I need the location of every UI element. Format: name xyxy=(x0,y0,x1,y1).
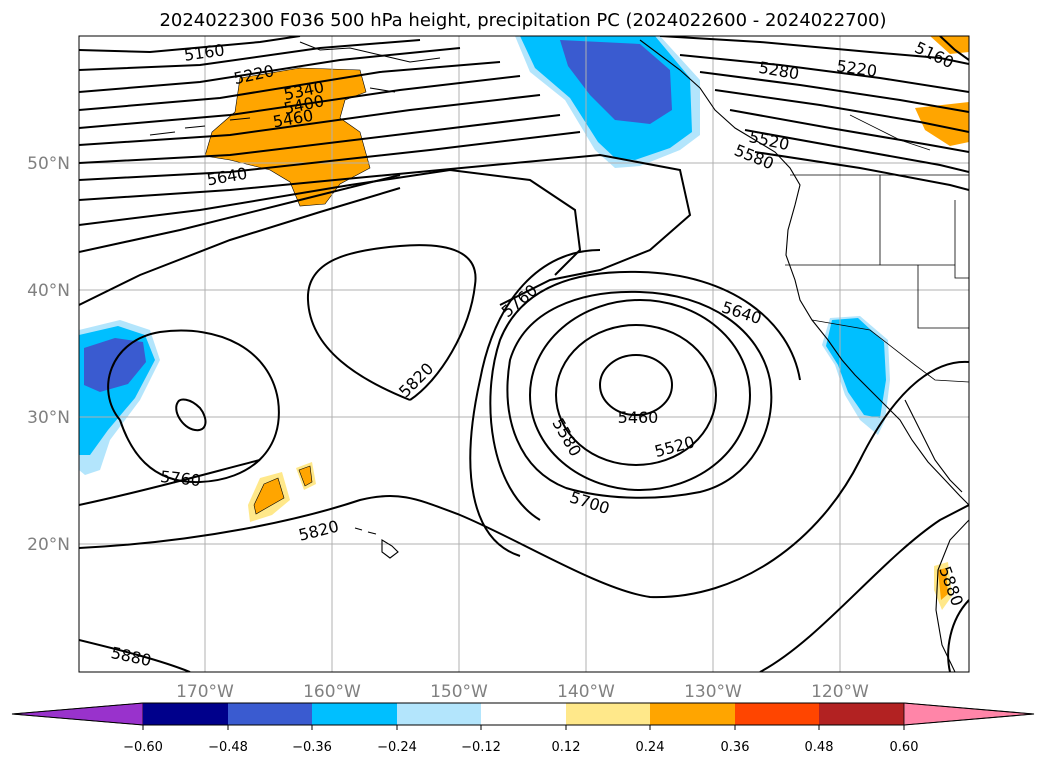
precip-orange-hawaii-2 xyxy=(298,465,313,487)
colorbar-segment xyxy=(228,703,312,725)
alaska-islands xyxy=(149,41,441,136)
colorbar-segment xyxy=(143,703,228,725)
lat-label: 20°N xyxy=(27,535,70,555)
precipitation-shading xyxy=(79,36,969,610)
colorbar-extend-right xyxy=(903,702,1035,726)
precip-darkblue-pnw xyxy=(560,40,672,124)
latitude-labels: 50°N 40°N 30°N 20°N xyxy=(27,154,70,555)
colorbar-segment xyxy=(312,703,397,725)
colorbar-tick-label: 0.48 xyxy=(805,740,834,755)
colorbar-extend-left xyxy=(11,702,144,726)
lon-label: 160°W xyxy=(303,682,361,702)
colorbar-tick-label: 0.12 xyxy=(552,740,581,755)
colorbar-ticks xyxy=(142,725,905,730)
colorbar-segment xyxy=(481,703,566,725)
colorbar-tick-label: −0.48 xyxy=(208,740,248,755)
colorbar-segment xyxy=(735,703,819,725)
colorbar: −0.60 −0.48 −0.36 −0.24 −0.12 0.12 0.24 … xyxy=(11,702,1035,755)
contour-label: 5460 xyxy=(618,408,659,427)
lat-label: 50°N xyxy=(27,154,70,174)
lon-label: 120°W xyxy=(811,682,869,702)
coastlines xyxy=(149,39,969,672)
colorbar-tick-label: −0.60 xyxy=(123,740,163,755)
map-panel: 5160 5220 5340 5400 5460 5640 5160 5220 … xyxy=(78,35,970,673)
figure-title: 2024022300 F036 500 hPa height, precipit… xyxy=(159,10,886,31)
colorbar-segment xyxy=(566,703,650,725)
colorbar-segment xyxy=(819,703,904,725)
hawaii-islands xyxy=(354,527,399,559)
precip-darkblue-west xyxy=(84,338,146,392)
colorbar-tick-label: 0.60 xyxy=(890,740,919,755)
lon-label: 170°W xyxy=(176,682,234,702)
lon-label: 150°W xyxy=(430,682,488,702)
precip-orange-hawaii-1 xyxy=(253,477,285,515)
lat-label: 30°N xyxy=(27,408,70,428)
lat-label: 40°N xyxy=(27,281,70,301)
colorbar-tick-label: 0.36 xyxy=(721,740,750,755)
precip-orange-baja xyxy=(938,568,948,600)
colorbar-tick-label: −0.12 xyxy=(461,740,501,755)
precip-blue-california xyxy=(826,318,886,418)
colorbar-tick-labels: −0.60 −0.48 −0.36 −0.24 −0.12 0.12 0.24 … xyxy=(123,740,918,755)
contour-label: 5760 xyxy=(159,467,201,490)
colorbar-segment xyxy=(650,703,735,725)
colorbar-tick-label: −0.24 xyxy=(377,740,417,755)
longitude-labels: 170°W 160°W 150°W 140°W 130°W 120°W xyxy=(176,682,869,702)
colorbar-tick-label: −0.36 xyxy=(292,740,332,755)
height-contours xyxy=(79,36,969,672)
mexico-coast xyxy=(935,519,969,672)
lon-label: 130°W xyxy=(684,682,742,702)
colorbar-segment xyxy=(397,703,481,725)
north-america-coast xyxy=(639,39,969,506)
precip-orange-ne xyxy=(915,102,969,146)
colorbar-tick-label: 0.24 xyxy=(636,740,665,755)
lon-label: 140°W xyxy=(557,682,615,702)
baja-coast xyxy=(904,399,963,493)
